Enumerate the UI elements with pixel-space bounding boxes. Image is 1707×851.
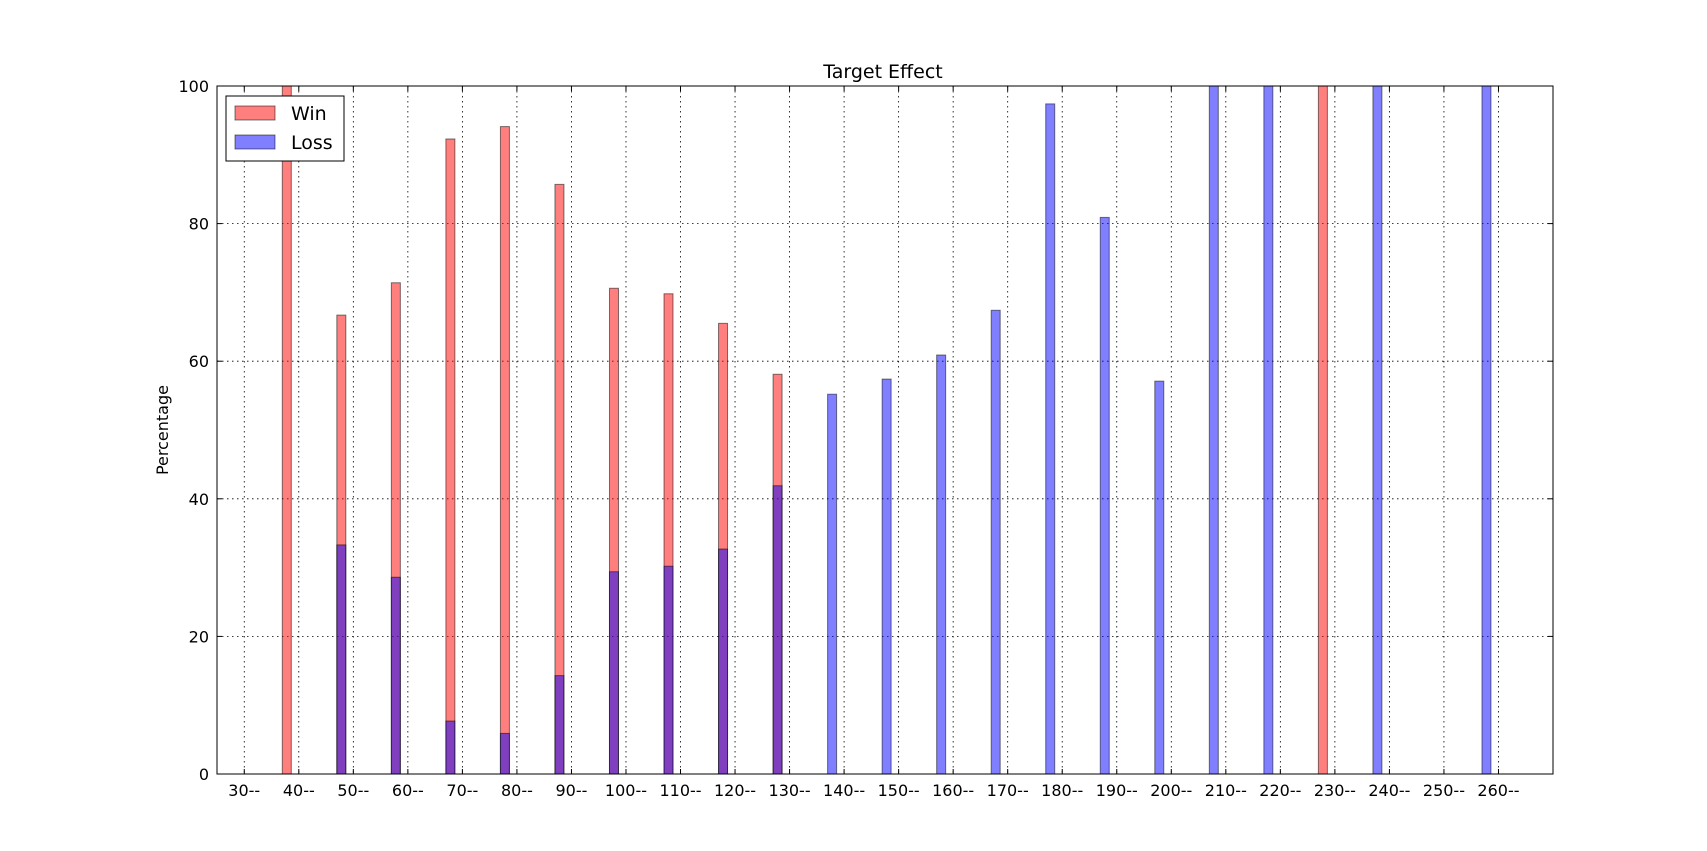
- x-tick-label: 170--: [987, 781, 1029, 800]
- bar-loss: [499, 732, 510, 775]
- bar-loss: [1208, 85, 1219, 775]
- x-tick-label: 130--: [769, 781, 811, 800]
- x-tick-label: 260--: [1477, 781, 1519, 800]
- bar-loss: [1263, 85, 1274, 775]
- bar-loss: [390, 576, 401, 775]
- x-tick-label: 40--: [283, 781, 315, 800]
- bar-loss: [936, 354, 947, 775]
- x-tick-label: 60--: [392, 781, 424, 800]
- x-tick-label: 230--: [1314, 781, 1356, 800]
- x-tick-label: 180--: [1041, 781, 1083, 800]
- x-tick-label: 190--: [1096, 781, 1138, 800]
- bar-loss: [1372, 85, 1383, 775]
- x-tick-label: 30--: [228, 781, 260, 800]
- bar-loss: [718, 548, 729, 775]
- plot-frame: [216, 85, 1554, 775]
- bar-loss: [608, 571, 619, 775]
- series-win: [281, 85, 1328, 775]
- bar-loss: [1045, 103, 1056, 775]
- y-axis-label: Percentage: [153, 385, 172, 475]
- x-tick-label: 140--: [823, 781, 865, 800]
- x-tick-label: 220--: [1259, 781, 1301, 800]
- bar-loss: [663, 565, 674, 775]
- bar-loss: [772, 485, 783, 775]
- y-tick-label: 80: [189, 215, 209, 234]
- x-tick-label: 160--: [932, 781, 974, 800]
- legend: Win Loss: [225, 95, 345, 162]
- bar-loss: [445, 720, 456, 775]
- y-tick-label: 100: [178, 77, 209, 96]
- bar-loss: [1154, 380, 1165, 775]
- bar-win: [499, 126, 510, 775]
- x-tick-label: 80--: [501, 781, 533, 800]
- bar-loss: [1099, 216, 1110, 775]
- y-axis: 0 20 40 60 80 100: [178, 77, 1553, 784]
- legend-label-win: Win: [291, 103, 327, 125]
- x-tick-label: 70--: [446, 781, 478, 800]
- bar-win: [1317, 85, 1328, 775]
- bar-loss: [827, 393, 838, 775]
- x-tick-label: 200--: [1150, 781, 1192, 800]
- series-loss: [336, 85, 1492, 775]
- legend-swatch-win: [234, 105, 276, 121]
- bar-win: [281, 85, 292, 775]
- chart-title: Target Effect: [822, 61, 943, 83]
- y-tick-label: 0: [199, 765, 209, 784]
- y-tick-label: 60: [189, 352, 209, 371]
- x-axis: 30-- 40-- 50-- 60-- 70-- 80-- 90-- 100-- 110-- 12…: [228, 86, 1520, 800]
- x-tick-label: 240--: [1368, 781, 1410, 800]
- legend-swatch-loss: [234, 134, 276, 150]
- bar-loss: [881, 378, 892, 775]
- bar-win: [445, 138, 456, 775]
- bar-loss: [554, 675, 565, 775]
- bar-loss: [1481, 85, 1492, 775]
- x-tick-label: 120--: [714, 781, 756, 800]
- x-tick-label: 100--: [605, 781, 647, 800]
- legend-label-loss: Loss: [291, 132, 333, 154]
- x-tick-label: 90--: [555, 781, 587, 800]
- x-tick-label: 110--: [659, 781, 701, 800]
- x-tick-label: 250--: [1423, 781, 1465, 800]
- bar-loss: [336, 544, 347, 775]
- y-tick-label: 40: [189, 490, 209, 509]
- y-tick-label: 20: [189, 627, 209, 646]
- x-tick-label: 150--: [878, 781, 920, 800]
- x-tick-label: 50--: [337, 781, 369, 800]
- x-tick-label: 210--: [1205, 781, 1247, 800]
- bar-loss: [990, 309, 1001, 775]
